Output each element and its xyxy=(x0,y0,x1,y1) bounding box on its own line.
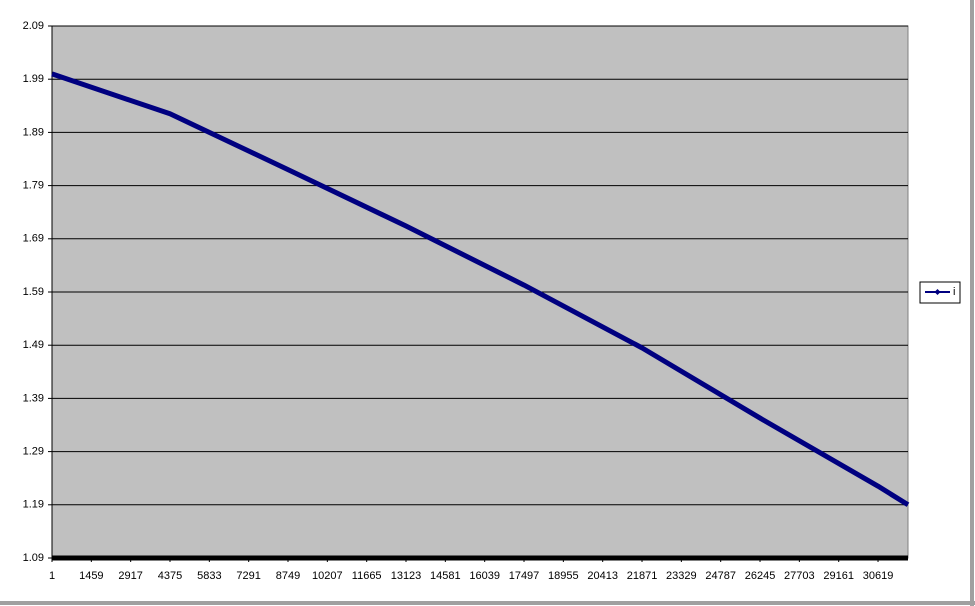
x-tick-label: 17497 xyxy=(509,570,540,582)
legend-label: i xyxy=(953,286,955,298)
legend-items: i xyxy=(925,286,955,298)
x-tick-label: 20413 xyxy=(587,570,618,582)
x-tick-label: 27703 xyxy=(784,570,815,582)
x-tick-label: 29161 xyxy=(823,570,854,582)
x-tick-label: 2917 xyxy=(118,570,142,582)
y-tick-label: 1.29 xyxy=(23,446,44,458)
y-tick-label: 1.69 xyxy=(23,233,44,245)
y-tick-label: 1.99 xyxy=(23,73,44,85)
y-tick-label: 1.09 xyxy=(23,552,44,564)
y-tick-label: 1.49 xyxy=(23,339,44,351)
x-tick-label: 14581 xyxy=(430,570,461,582)
x-tick-label: 1459 xyxy=(79,570,103,582)
x-tick-label: 10207 xyxy=(312,570,343,582)
x-tick-label: 5833 xyxy=(197,570,221,582)
x-tick-label: 21871 xyxy=(627,570,658,582)
x-tick-label: 7291 xyxy=(236,570,260,582)
y-tick-label: 1.39 xyxy=(23,392,44,404)
series-line xyxy=(51,71,910,507)
x-tick-label: 1 xyxy=(49,570,55,582)
y-tick-label: 1.79 xyxy=(23,180,44,192)
x-tick-label: 4375 xyxy=(158,570,182,582)
y-tick-label: 1.19 xyxy=(23,499,44,511)
grid: 1.09 1.19 1.29 1.39 1.49 1.59 1.69 1.79 1.89 1.99… xyxy=(23,20,908,582)
x-tick-label: 13123 xyxy=(391,570,422,582)
x-tick-label: 8749 xyxy=(276,570,300,582)
x-tick-label: 30619 xyxy=(863,570,894,582)
x-tick-label: 23329 xyxy=(666,570,697,582)
y-tick-label: 2.09 xyxy=(23,20,44,32)
x-tick-label: 11665 xyxy=(352,570,382,582)
series-layer xyxy=(51,71,910,507)
x-tick-label: 26245 xyxy=(745,570,776,582)
y-tick-label: 1.59 xyxy=(23,286,44,298)
x-tick-label: 24787 xyxy=(705,570,736,582)
x-tick-label: 16039 xyxy=(469,570,500,582)
legend-marker xyxy=(934,289,941,295)
x-tick-label: 18955 xyxy=(548,570,579,582)
y-tick-label: 1.89 xyxy=(23,126,44,138)
